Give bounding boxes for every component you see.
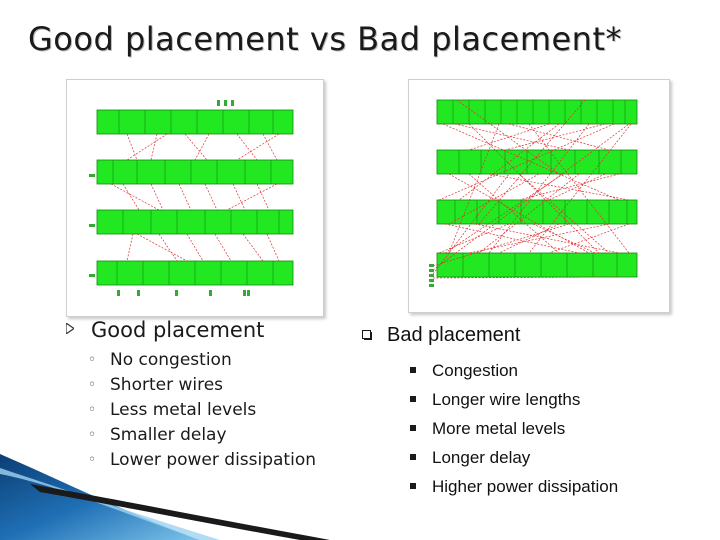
cell-row xyxy=(96,159,294,185)
list-item: ◦ Smaller delay xyxy=(66,423,386,448)
list-item: Congestion xyxy=(362,356,702,385)
cell-row xyxy=(96,109,294,135)
circle-bullet-icon: ◦ xyxy=(88,402,97,418)
square-bullet-icon xyxy=(410,425,416,431)
circle-bullet-icon: ◦ xyxy=(88,352,97,368)
list-item: ◦ Less metal levels xyxy=(66,398,386,423)
square-bullet-icon xyxy=(410,454,416,460)
square-bullet-icon xyxy=(410,483,416,489)
cell-boundaries xyxy=(452,100,628,277)
cell-rows xyxy=(96,109,294,286)
cell-boundaries xyxy=(112,110,280,285)
slide-title: Good placement vs Bad placement* xyxy=(28,20,622,58)
circle-bullet-icon: ◦ xyxy=(88,427,97,443)
wires xyxy=(110,133,280,262)
square-bullet-icon xyxy=(410,367,416,373)
list-item: ◦ Shorter wires xyxy=(66,373,386,398)
list-item: ◦ No congestion xyxy=(66,348,386,373)
good-placement-header: Good placement xyxy=(66,318,386,348)
corner-swoosh-decoration xyxy=(0,454,330,540)
io-pins xyxy=(429,264,434,287)
good-placement-layout xyxy=(89,100,294,296)
circle-bullet-icon: ◦ xyxy=(88,377,97,393)
bad-placement-header: Bad placement xyxy=(362,322,702,352)
cell-row xyxy=(436,149,638,175)
bad-placement-layout xyxy=(429,99,638,287)
arrow-bullet-icon xyxy=(66,323,74,334)
list-item: ◦ Lower power dissipation xyxy=(66,448,386,473)
good-placement-list: Good placement ◦ No congestion ◦ Shorter w… xyxy=(66,318,386,473)
list-item: More metal levels xyxy=(362,414,702,443)
bad-placement-figure xyxy=(408,79,670,313)
list-item: Longer wire lengths xyxy=(362,385,702,414)
good-placement-figure xyxy=(66,79,324,317)
cell-row xyxy=(436,199,638,225)
bad-placement-list: Bad placement Congestion Longer wire len… xyxy=(362,322,702,501)
circle-bullet-icon: ◦ xyxy=(88,452,97,468)
list-item: Longer delay xyxy=(362,443,702,472)
square-bullet-icon xyxy=(410,396,416,402)
wires xyxy=(432,99,632,279)
list-item: Higher power dissipation xyxy=(362,472,702,501)
cell-row xyxy=(436,99,638,125)
good-placement-heading: Good placement xyxy=(91,318,265,342)
cell-row xyxy=(436,252,638,278)
bad-placement-heading: Bad placement xyxy=(387,324,521,346)
io-pins xyxy=(89,100,250,296)
checkbox-bullet-icon xyxy=(362,330,372,340)
cell-row xyxy=(96,209,294,235)
